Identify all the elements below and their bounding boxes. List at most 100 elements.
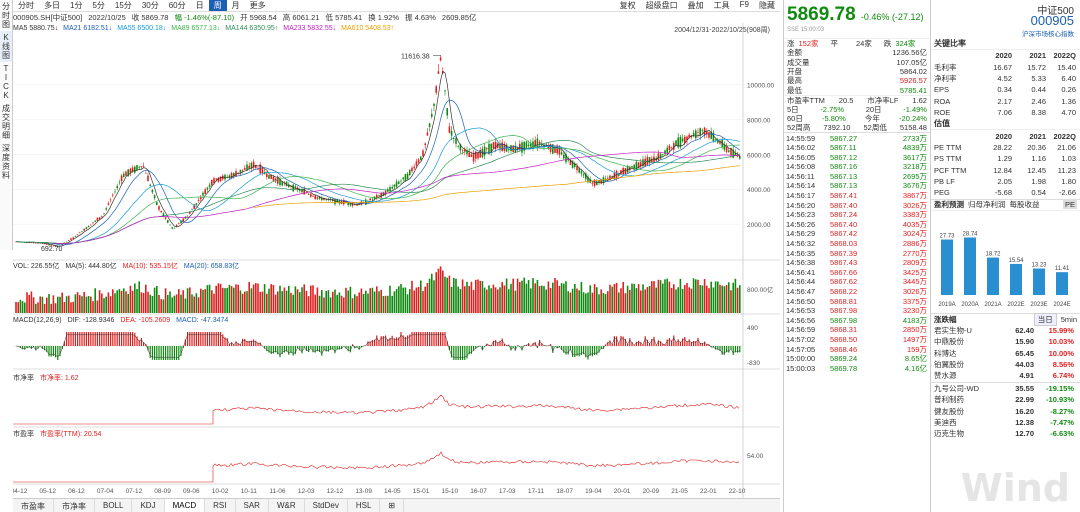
macd-bar [226, 338, 228, 346]
stock-row[interactable]: 普利制药 22.99 -10.93% [931, 394, 1080, 405]
tab-5min[interactable]: 5min [1060, 314, 1077, 324]
candle-body [565, 154, 567, 163]
macd-bar [697, 337, 699, 346]
stock-row[interactable]: 君实生物-U 62.40 15.99% [931, 325, 1080, 336]
tab-today[interactable]: 当日 [1033, 312, 1057, 326]
toolbar-action-0[interactable]: 复权 [619, 1, 636, 10]
macd-bar [28, 346, 30, 348]
amplitude-value: 振 4.63% [405, 13, 436, 22]
macd-bar [154, 346, 156, 360]
toolbar-action-4[interactable]: F9 [739, 0, 749, 9]
volume-bar [563, 283, 565, 313]
macd-bar [121, 332, 123, 346]
stock-row[interactable]: 中鼎股份 15.90 10.03% [931, 336, 1080, 347]
stock-row[interactable]: 科博达 65.45 10.00% [931, 347, 1080, 358]
toolbar-action-1[interactable]: 超级盘口 [645, 1, 678, 10]
metric-value: 1.36 [1061, 96, 1076, 106]
metric-value: 12.45 [1027, 165, 1046, 175]
macd-bar [211, 332, 213, 346]
period-tab-10[interactable]: 更多 [249, 1, 266, 10]
volume-bar [19, 299, 22, 313]
candle-body [455, 138, 457, 144]
stock-change: 8.56% [1052, 360, 1074, 370]
period-tab-5[interactable]: 30分 [141, 1, 159, 10]
toolbar-action-3[interactable]: 工具 [713, 1, 730, 10]
indicator-tab-9[interactable]: HSL [348, 499, 381, 512]
toolbar-action-2[interactable]: 叠加 [687, 1, 704, 10]
weekly-kline-chart[interactable]: 10000.00 8000.00 6000.00 4000.00 2000.00 1161… [13, 23, 780, 498]
macd-bar [46, 346, 48, 353]
indicator-tab-1[interactable]: 市净率 [54, 499, 95, 512]
stat-value: 5926.57 [899, 76, 927, 86]
volume-bar [272, 285, 275, 313]
stock-price: 12.38 [1015, 418, 1034, 427]
perf-cell: 5日 [787, 104, 799, 114]
side-tab-2[interactable]: T I C K [3, 64, 9, 100]
volume-bar [318, 295, 321, 313]
indicator-tab-7[interactable]: W&R [269, 499, 305, 512]
indicator-tab-0[interactable]: 市盈率 [13, 499, 54, 512]
candle-body [131, 167, 134, 172]
period-tab-8[interactable]: 周 [208, 0, 227, 11]
candle-body [659, 153, 662, 159]
x-axis-label: 17-03 [499, 488, 516, 495]
stock-row[interactable]: 铂翼股份 44.03 8.56% [931, 359, 1080, 370]
macd-bar [563, 346, 565, 353]
macd-bar [105, 332, 107, 346]
macd-bar [283, 346, 285, 353]
macd-bar [151, 346, 153, 360]
period-tab-1[interactable]: 多日 [44, 1, 60, 10]
forecast-tab-3[interactable]: PE [1062, 200, 1077, 210]
stock-row[interactable]: 九号公司-WD 35.55 -19.15% [931, 383, 1080, 394]
period-tab-4[interactable]: 15分 [114, 1, 132, 10]
indicator-tab-2[interactable]: BOLL [95, 499, 133, 512]
indicator-tab-6[interactable]: SAR [236, 499, 269, 512]
indicator-tab-5[interactable]: RSI [205, 499, 236, 512]
indicator-tab-3[interactable]: KDJ [132, 499, 165, 512]
candle-body [382, 192, 385, 196]
volume-bar [532, 278, 534, 313]
candle-body [164, 217, 167, 219]
macd-bar [391, 335, 393, 346]
stock-row[interactable]: 赞水源 4.91 6.74% [931, 370, 1080, 381]
period-tab-0[interactable]: 分时 [18, 1, 34, 10]
volume-bar [675, 289, 677, 313]
tick-list[interactable]: 14:55:59 5867.27 2733万 14:56:02 5867.11 4839万… [784, 133, 930, 373]
stock-row[interactable]: 健友股份 16.20 -8.27% [931, 405, 1080, 416]
stock-row[interactable]: 迈克生物 12.70 -6.63% [931, 428, 1080, 439]
core-index-link[interactable]: 沪深市场核心指数 [1022, 31, 1074, 38]
indicator-tab-10[interactable]: ⊞ [380, 499, 405, 512]
indicator-tab-4[interactable]: MACD [164, 499, 206, 512]
period-tab-7[interactable]: 日 [195, 1, 204, 10]
stat-value: 5785.41 [899, 85, 927, 95]
volume-bar [292, 294, 294, 313]
volume-bar [211, 290, 213, 313]
candle-body [585, 173, 587, 180]
candle-body [217, 177, 220, 182]
macd-bar [732, 346, 734, 356]
volume-bar [552, 282, 554, 313]
side-tab-0[interactable]: 分 时 图 [2, 2, 10, 29]
period-tab-2[interactable]: 1分 [70, 1, 83, 10]
macd-bar [358, 346, 360, 350]
side-tab-3[interactable]: 成 交 明 细 [2, 104, 10, 140]
forecast-tab-0[interactable]: 盈利预测 [934, 200, 964, 210]
macd-bar [440, 332, 442, 346]
candle-body [422, 150, 424, 157]
macd-bar [468, 346, 470, 355]
period-tab-3[interactable]: 5分 [92, 1, 105, 10]
side-tab-1[interactable]: K 线 图 [0, 31, 12, 62]
indicator-tab-8[interactable]: StdDev [305, 499, 348, 512]
forecast-tab-1[interactable]: 归母净利润 [968, 200, 1006, 210]
macd-bar [653, 336, 655, 346]
x-axis-label: 17-11 [528, 488, 545, 495]
period-tab-6[interactable]: 60分 [168, 1, 186, 10]
toolbar-action-5[interactable]: 隐藏 [759, 1, 775, 10]
price-axis-label: 2000.00 [747, 222, 771, 229]
side-tab-4[interactable]: 深 度 资 料 [2, 144, 10, 180]
candle-body [532, 141, 534, 148]
stock-row[interactable]: 美迪西 12.38 -7.47% [931, 417, 1080, 428]
forecast-tab-2[interactable]: 每股收益 [1009, 200, 1040, 210]
period-tab-9[interactable]: 月 [231, 1, 240, 10]
volume-bar [622, 282, 624, 313]
